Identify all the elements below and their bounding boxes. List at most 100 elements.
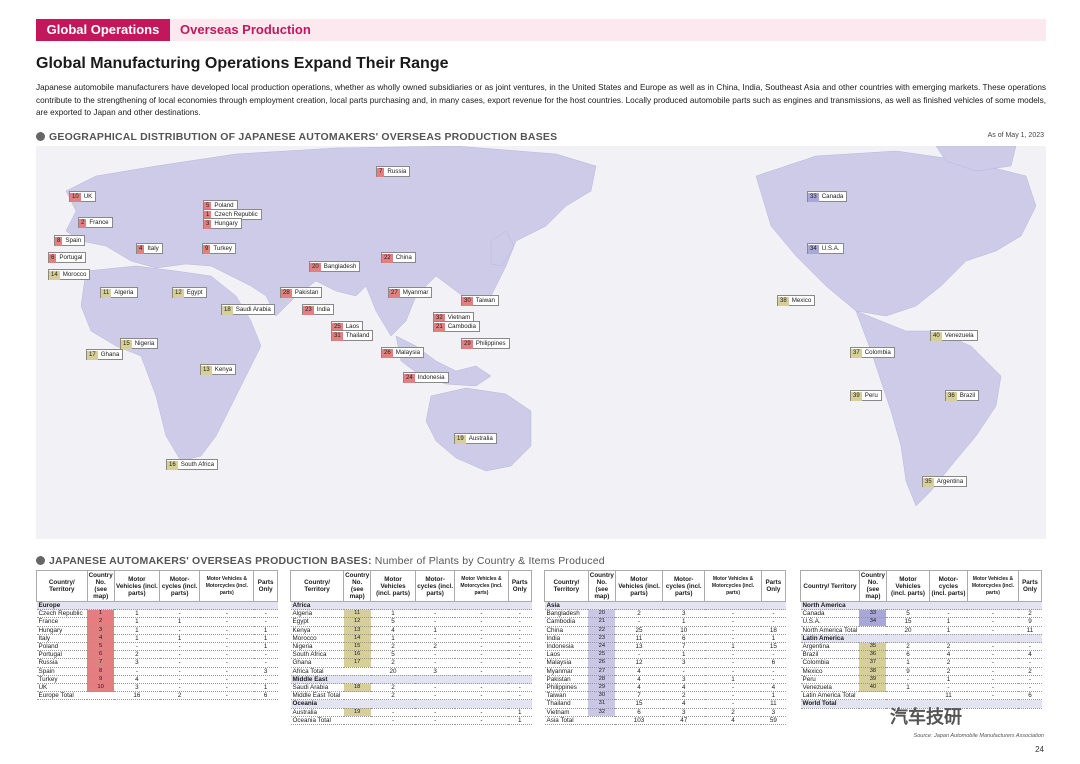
country-name: Hungary <box>36 626 88 635</box>
map-label-country: Vietnam <box>447 314 471 321</box>
tab-global-operations[interactable]: Global Operations <box>36 19 170 41</box>
cell-value <box>343 716 371 726</box>
bullet-icon <box>36 556 45 565</box>
country-name: Philippines <box>544 683 589 693</box>
watermark: 汽车技研 <box>890 707 962 727</box>
page-number: 24 <box>1035 745 1044 754</box>
cell-value: - <box>159 626 200 635</box>
cell-value: - <box>253 617 278 627</box>
cell-value: 18 <box>761 626 786 635</box>
tab-overseas-production[interactable]: Overseas Production <box>180 22 311 37</box>
map-label-number: 10 <box>70 193 81 202</box>
cell-value: 1 <box>159 634 200 644</box>
cell-value: 2 <box>415 642 455 652</box>
country-name: Brazil <box>800 650 860 660</box>
cell-value: 7 <box>87 658 115 668</box>
map-label-number: 28 <box>281 289 292 298</box>
cell-value: 4 <box>615 675 663 685</box>
map-label-country: India <box>316 306 331 313</box>
cell-value: - <box>704 691 762 701</box>
col-mv-mc: Motor Vehicles & Motorcycles (incl. part… <box>966 570 1019 602</box>
cell-value: 5 <box>87 642 115 652</box>
cell-value: 25 <box>588 650 616 660</box>
cell-value: 5 <box>370 650 416 660</box>
cell-value: 2 <box>886 642 930 652</box>
country-name: Mexico <box>800 667 860 676</box>
cell-value: 27 <box>588 667 616 676</box>
cell-value: 6 <box>1018 691 1042 701</box>
col-country: Country/ Territory <box>800 570 860 602</box>
map-label-number: 14 <box>49 271 60 280</box>
table-row: Latin America <box>800 634 1042 644</box>
map-heading-text: GEOGRAPHICAL DISTRIBUTION OF JAPANESE AU… <box>49 131 558 143</box>
country-name: Australia <box>290 708 344 717</box>
cell-value: 4 <box>87 634 115 644</box>
map-label-country: Philippines <box>475 340 506 347</box>
country-name: Myanmar <box>544 667 589 676</box>
cell-value: - <box>370 708 416 717</box>
table-row: Pakistan 28 4 3 1- <box>544 675 786 685</box>
table-row: France 2 1 1- - <box>36 617 278 627</box>
col-motor-vehicles: Motor Vehicles (incl. parts) <box>370 570 416 602</box>
cell-value: 1 <box>159 617 200 627</box>
map-label: 21 Cambodia <box>433 321 480 332</box>
table-row: Venezuela 40 1- - - <box>800 683 1042 693</box>
cell-value: - <box>967 675 1019 685</box>
header-tab-bar: Global Operations Overseas Production <box>36 19 1046 41</box>
cell-value: - <box>253 609 278 619</box>
cell-value: - <box>415 708 455 717</box>
cell-value: - <box>199 658 254 668</box>
cell-value: 3 <box>662 675 705 685</box>
table-row: India 23 11 6-1 <box>544 634 786 644</box>
map-label-country: Canada <box>821 193 844 200</box>
cell-value: - <box>967 642 1019 652</box>
cell-value: 1 <box>253 634 278 644</box>
country-name: China <box>544 626 589 635</box>
map-label: 11 Algeria <box>100 287 138 298</box>
map-label-number: 36 <box>946 392 957 401</box>
col-country: Country/ Territory <box>544 570 589 602</box>
cell-value: - <box>199 609 254 619</box>
map-label-number: 1 <box>204 211 212 220</box>
cell-value: 9 <box>87 675 115 685</box>
region-name: Oceania <box>290 699 532 709</box>
cell-value: - <box>454 658 508 668</box>
col-country: Country/ Territory <box>289 570 345 602</box>
map-label: 2 France <box>78 217 113 228</box>
col-motorcycles: Motor- cycles (incl. parts) <box>929 570 968 602</box>
cell-value: - <box>761 667 786 676</box>
map-label: 26 Malaysia <box>381 347 425 358</box>
cell-value: 2 <box>159 691 200 701</box>
country-name: Morocco <box>290 634 344 644</box>
table-row: Asia <box>544 601 786 611</box>
cell-value: 6 <box>761 658 786 668</box>
cell-value: - <box>159 650 200 660</box>
country-name: Czech Republic <box>36 609 88 619</box>
map-label-number: 22 <box>382 254 393 263</box>
cell-value: 47 <box>662 716 705 726</box>
cell-value: - <box>454 691 508 701</box>
table-row: Europe Total 16 2-6 <box>36 691 278 701</box>
cell-value: 16 <box>343 650 371 660</box>
country-name: India <box>544 634 589 644</box>
map-label-number: 8 <box>55 237 63 246</box>
cell-value: 2 <box>370 683 416 693</box>
cell-value: - <box>454 626 508 635</box>
table-row: Latin America Total 11-6 <box>800 691 1042 701</box>
cell-value: - <box>1018 683 1042 693</box>
cell-value <box>859 691 887 701</box>
country-name: Vietnam <box>544 708 589 717</box>
country-name: Bangladesh <box>544 609 589 619</box>
cell-value: 16 <box>114 691 160 701</box>
cell-value: 11 <box>615 634 663 644</box>
cell-value: 39 <box>859 675 887 685</box>
cell-value: - <box>415 658 455 668</box>
cell-value: 3 <box>114 683 160 693</box>
table-row: U.S.A. 34 15 1-9 <box>800 617 1042 627</box>
cell-value: 8 <box>87 667 115 676</box>
country-name: Ghana <box>290 658 344 668</box>
cell-value: 1 <box>253 683 278 693</box>
map-label-country: Czech Republic <box>214 211 258 218</box>
table-row: Europe <box>36 601 278 611</box>
col-parts-only: Parts Only <box>253 570 278 602</box>
